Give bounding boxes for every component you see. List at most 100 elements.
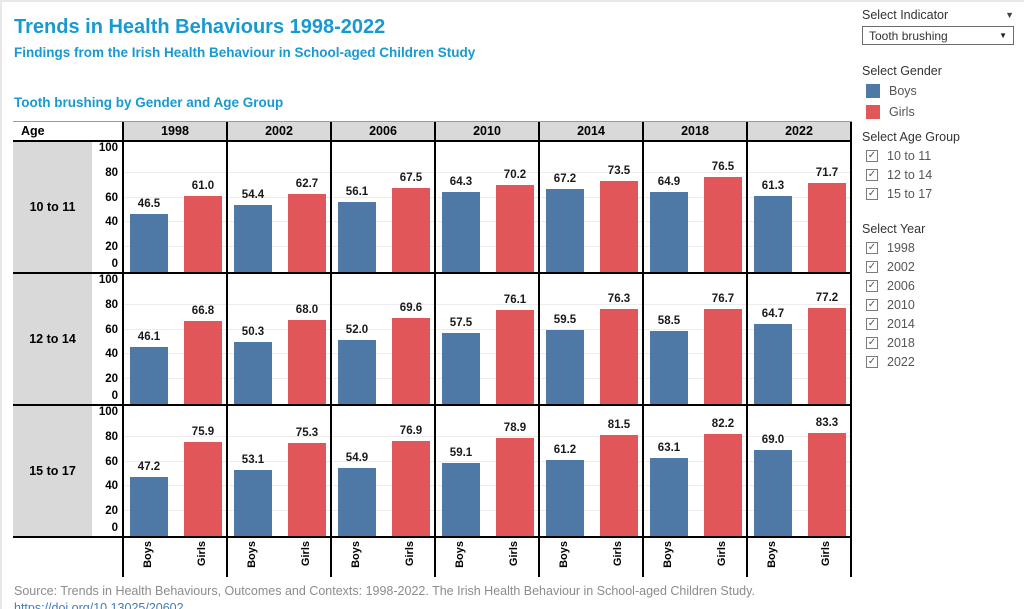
year-checkbox-2018[interactable]: ✓ 2018 xyxy=(862,333,1014,352)
bar-boys[interactable] xyxy=(130,346,168,404)
bar-boys[interactable] xyxy=(754,323,792,404)
filter-year: Select Year ✓ 1998 ✓ 2002 ✓ 2006 ✓ 2010 ✓ 2014 ✓ 20… xyxy=(862,220,1014,371)
year-checkbox-2014[interactable]: ✓ 2014 xyxy=(862,314,1014,333)
bar-girls[interactable] xyxy=(288,442,326,536)
gridline xyxy=(540,246,642,248)
bar-boys[interactable] xyxy=(234,470,272,536)
bar-boys[interactable] xyxy=(442,462,480,536)
bar-boys[interactable] xyxy=(234,341,272,404)
y-axis-tick-label: 40 xyxy=(105,216,118,229)
footer-doi-link[interactable]: https://doi.org/10.13025/20602 xyxy=(14,601,184,609)
bar-value-label: 46.5 xyxy=(137,198,161,211)
y-axis-tick-label: 20 xyxy=(105,241,118,254)
plot-cell: 57.5 76.1 xyxy=(434,274,538,404)
checkbox-icon[interactable]: ✓ xyxy=(866,355,878,368)
year-checkbox-label[interactable]: 2018 xyxy=(887,335,915,350)
bar-girls[interactable] xyxy=(808,308,846,404)
gridline xyxy=(124,303,226,305)
bar-boys[interactable] xyxy=(130,477,168,536)
age-group-checkbox-12-to-14[interactable]: ✓ 12 to 14 xyxy=(862,165,1014,184)
bar-boys[interactable] xyxy=(650,457,688,536)
year-checkbox-1998[interactable]: ✓ 1998 xyxy=(862,238,1014,257)
bar-girls[interactable] xyxy=(600,434,638,536)
bar-girls[interactable] xyxy=(600,309,638,404)
bar-boys[interactable] xyxy=(338,202,376,272)
checkbox-icon[interactable]: ✓ xyxy=(866,149,878,162)
age-group-checkbox-label[interactable]: 10 to 11 xyxy=(887,148,932,163)
year-checkbox-label[interactable]: 2010 xyxy=(887,297,915,312)
checkbox-icon[interactable]: ✓ xyxy=(866,260,878,273)
bar-girls[interactable] xyxy=(600,180,638,272)
checkbox-icon[interactable]: ✓ xyxy=(866,279,878,292)
bar-girls[interactable] xyxy=(496,184,534,272)
bar-boys[interactable] xyxy=(338,467,376,536)
bar-boys[interactable] xyxy=(234,204,272,272)
checkbox-icon[interactable]: ✓ xyxy=(866,187,878,200)
year-checkbox-label[interactable]: 2022 xyxy=(887,354,915,369)
age-group-checkbox-15-to-17[interactable]: ✓ 15 to 17 xyxy=(862,184,1014,203)
x-axis-label-cell: Boys Girls xyxy=(434,538,538,577)
bar-girls[interactable] xyxy=(184,196,222,272)
plot-cell: 56.1 67.5 xyxy=(330,142,434,272)
legend-item-boys[interactable]: Boys xyxy=(862,80,1014,101)
year-checkbox-label[interactable]: 2006 xyxy=(887,278,915,293)
bar-girls[interactable] xyxy=(704,434,742,536)
bar-boys[interactable] xyxy=(130,214,168,272)
year-checkbox-2010[interactable]: ✓ 2010 xyxy=(862,295,1014,314)
bar-boys[interactable] xyxy=(442,332,480,404)
year-checkbox-2002[interactable]: ✓ 2002 xyxy=(862,257,1014,276)
gridline xyxy=(228,353,330,355)
year-checkbox-label[interactable]: 2014 xyxy=(887,316,915,331)
gridline xyxy=(332,353,434,355)
checkbox-icon[interactable]: ✓ xyxy=(866,336,878,349)
filter-gender: Select Gender Boys Girls xyxy=(862,62,1014,122)
bar-girls[interactable] xyxy=(184,441,222,536)
bar-girls[interactable] xyxy=(288,319,326,404)
bar-girls[interactable] xyxy=(704,177,742,272)
bar-boys[interactable] xyxy=(650,191,688,272)
bar-girls[interactable] xyxy=(392,440,430,536)
bar-girls[interactable] xyxy=(288,194,326,272)
bar-boys[interactable] xyxy=(546,460,584,536)
bar-boys[interactable] xyxy=(338,339,376,404)
bar-girls[interactable] xyxy=(808,183,846,272)
filter-menu-caret-icon[interactable]: ▼ xyxy=(1005,10,1014,20)
age-group-checkbox-10-to-11[interactable]: ✓ 10 to 11 xyxy=(862,146,1014,165)
gridline xyxy=(124,510,226,512)
bar-value-label: 54.4 xyxy=(241,188,265,201)
bar-girls[interactable] xyxy=(496,438,534,536)
bar-girls[interactable] xyxy=(808,432,846,536)
bar-girls[interactable] xyxy=(704,308,742,404)
year-checkbox-2022[interactable]: ✓ 2022 xyxy=(862,352,1014,371)
bar-boys[interactable] xyxy=(650,331,688,404)
year-checkbox-2006[interactable]: ✓ 2006 xyxy=(862,276,1014,295)
checkbox-icon[interactable]: ✓ xyxy=(866,298,878,311)
year-checkbox-label[interactable]: 2002 xyxy=(887,259,915,274)
gridline xyxy=(332,328,434,330)
bar-girls[interactable] xyxy=(496,309,534,404)
bar-boys[interactable] xyxy=(546,330,584,404)
checkbox-icon[interactable]: ✓ xyxy=(866,168,878,181)
age-group-checkbox-label[interactable]: 15 to 17 xyxy=(887,186,933,201)
indicator-dropdown[interactable]: Tooth brushing ▼ xyxy=(862,26,1014,45)
bar-boys[interactable] xyxy=(442,192,480,272)
bar-boys[interactable] xyxy=(754,450,792,536)
age-group-checkbox-label[interactable]: 12 to 14 xyxy=(887,167,933,182)
bar-value-label: 78.9 xyxy=(503,422,527,435)
y-axis-tick-label: 80 xyxy=(105,166,118,179)
year-checkbox-label[interactable]: 1998 xyxy=(887,240,915,255)
bar-girls[interactable] xyxy=(392,188,430,272)
checkbox-icon[interactable]: ✓ xyxy=(866,317,878,330)
checkbox-icon[interactable]: ✓ xyxy=(866,241,878,254)
bar-girls[interactable] xyxy=(184,321,222,404)
page-top-border xyxy=(0,0,1024,2)
bar-boys[interactable] xyxy=(546,188,584,272)
bar-boys[interactable] xyxy=(754,196,792,272)
bar-value-label: 63.1 xyxy=(657,441,681,454)
bar-girls[interactable] xyxy=(392,317,430,404)
bar-value-label: 69.6 xyxy=(399,301,423,314)
legend-item-girls[interactable]: Girls xyxy=(862,101,1014,122)
gridline xyxy=(644,378,746,380)
x-axis-gender-label: Boys xyxy=(142,541,154,568)
bar-value-label: 76.7 xyxy=(711,292,735,305)
